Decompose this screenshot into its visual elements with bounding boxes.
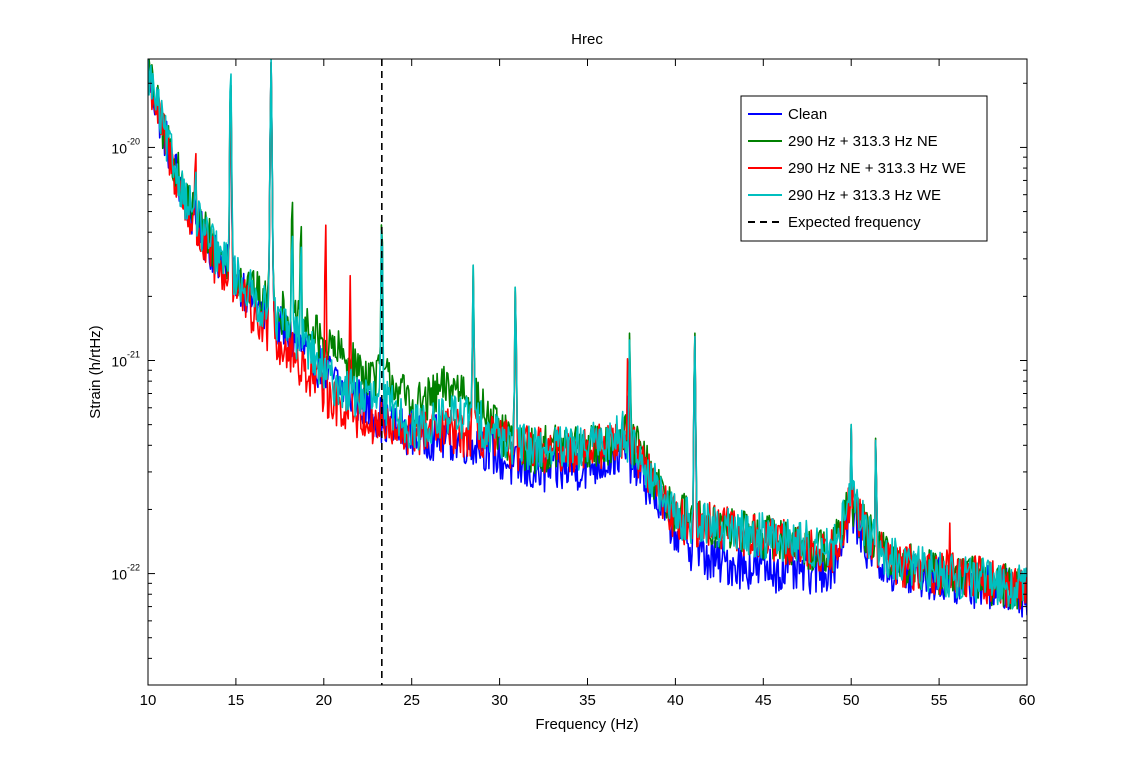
x-tick-label: 30 [491,692,508,709]
legend: Clean 290 Hz + 313.3 Hz NE 290 Hz NE + 313… [740,95,988,242]
chart-title: Hrec [571,31,603,48]
legend-label-clean: Clean [788,106,827,123]
legend-label-290-hz-313-3-hz-we: 290 Hz + 313.3 Hz WE [788,187,941,204]
x-tick-label: 35 [579,692,596,709]
y-tick-label: 10-21 [111,350,140,370]
legend-label-290-hz-313-3-hz-ne: 290 Hz + 313.3 Hz NE [788,133,938,150]
x-axis-label: Frequency (Hz) [535,716,638,733]
x-tick-label: 60 [1019,692,1036,709]
x-tick-label: 40 [667,692,684,709]
series-layer [148,59,1027,618]
y-tick-label: 10-20 [111,136,140,156]
legend-label-expected-frequency: Expected frequency [788,214,921,231]
x-tick-label: 45 [755,692,772,709]
x-tick-label: 55 [931,692,948,709]
x-tick-label: 50 [843,692,860,709]
x-tick-label: 20 [315,692,332,709]
y-tick-label: 10-22 [111,563,140,583]
legend-label-290-hz-ne-313-3-hz-we: 290 Hz NE + 313.3 Hz WE [788,160,966,177]
plot-frame [147,58,1028,686]
tick-layer: 10 15 20 25 30 35 40 45 50 55 60 10-22 10-21 10-20 [111,59,1035,709]
y-axis-label: Strain (h/rtHz) [87,325,104,418]
x-tick-label: 10 [140,692,157,709]
x-tick-label: 25 [403,692,420,709]
series-line-290-hz-313-3-hz-we [148,59,1027,610]
x-tick-label: 15 [228,692,245,709]
